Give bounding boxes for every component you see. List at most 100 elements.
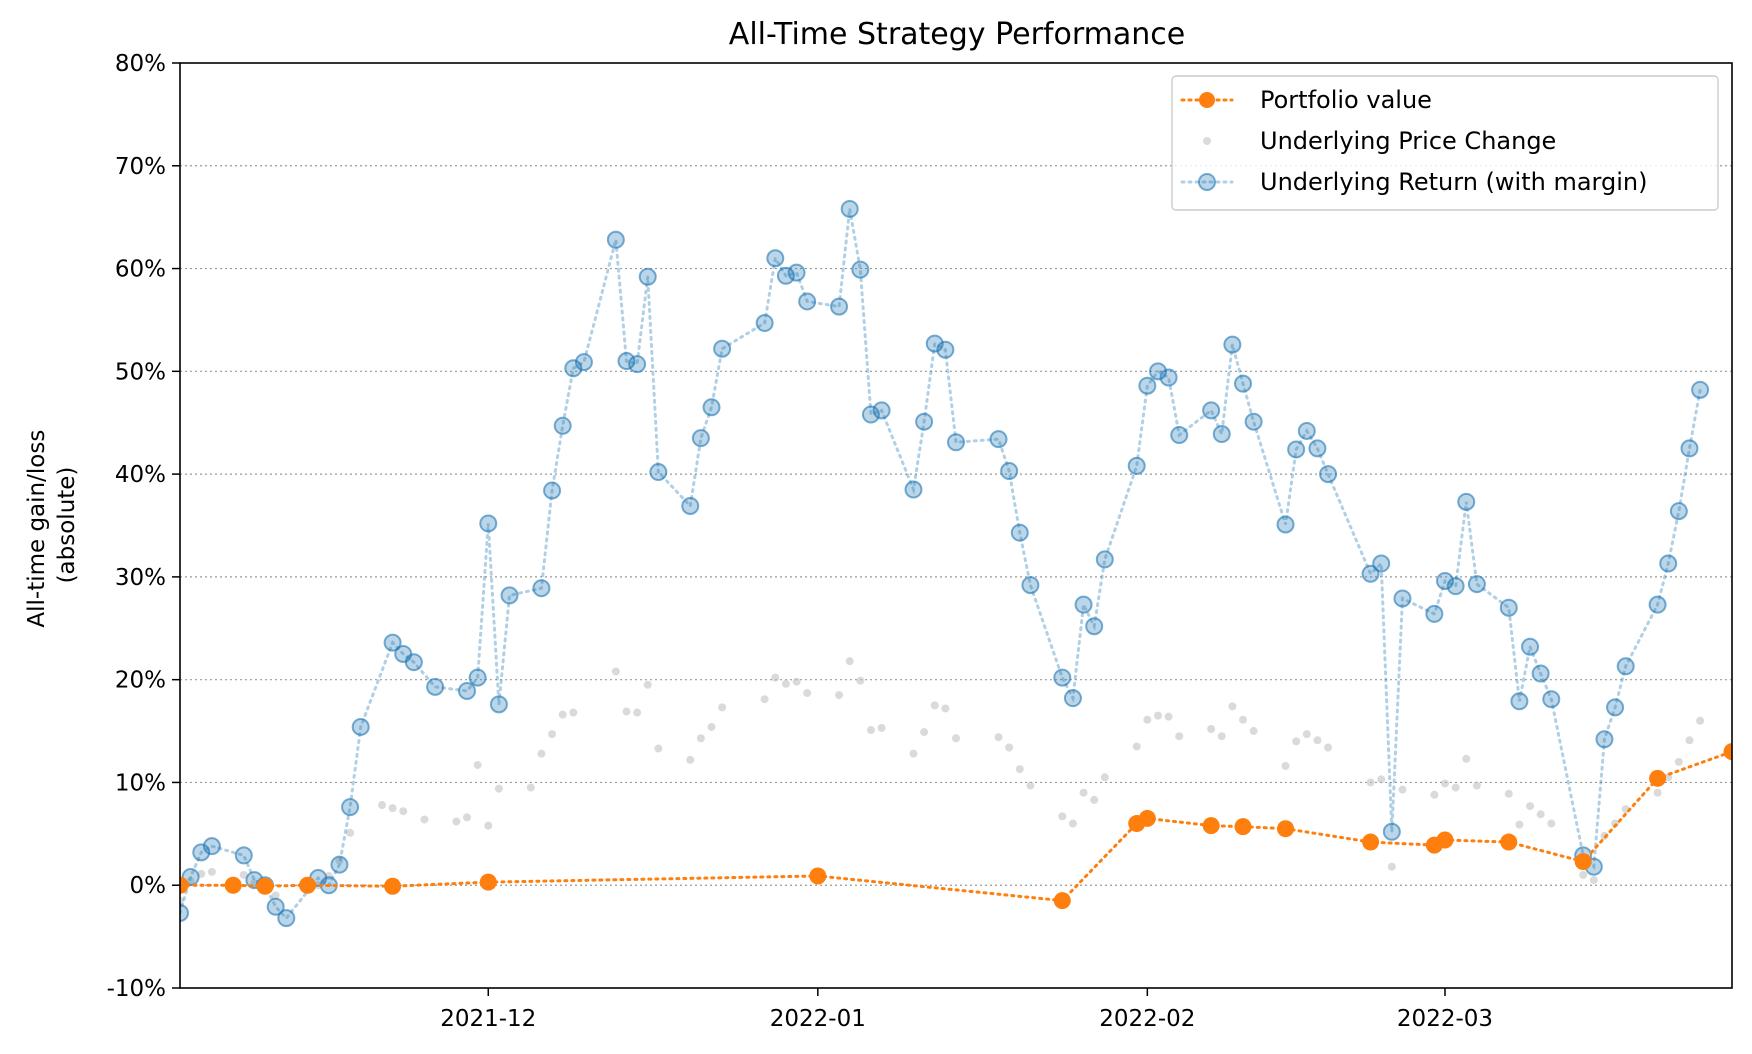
price-change-point (1026, 781, 1035, 790)
grid-lines (180, 165, 1732, 886)
return-point (638, 267, 657, 286)
return-point (1531, 664, 1550, 683)
price-change-point (803, 689, 812, 698)
price-change-point (399, 807, 408, 816)
return-point (1095, 550, 1114, 569)
price-change-point (622, 707, 631, 716)
price-change-point (1589, 876, 1598, 885)
price-change-point (377, 801, 386, 810)
return-point (766, 249, 785, 268)
return-point (532, 579, 551, 598)
price-change-point (494, 784, 503, 793)
return-point (787, 263, 806, 282)
price-change-point (941, 704, 950, 713)
portfolio-point (1234, 818, 1252, 836)
return-point (341, 798, 360, 817)
return-point (915, 412, 934, 431)
return-point (383, 633, 402, 652)
price-change-point (920, 728, 929, 737)
return-point (1148, 362, 1167, 381)
y-tick-label: 80% (115, 51, 166, 77)
return-point (1446, 577, 1465, 596)
price-change-point (654, 744, 663, 753)
return-point (1127, 456, 1146, 475)
return-point (830, 297, 849, 316)
price-change-point (346, 828, 355, 837)
price-change-point (1377, 775, 1386, 784)
portfolio-point (384, 877, 402, 895)
return-point (925, 334, 944, 353)
return-point (1212, 425, 1231, 444)
return-point (1499, 598, 1518, 617)
return-point (1223, 335, 1242, 354)
chart-title: All-Time Strategy Performance (729, 17, 1185, 52)
price-change-point (643, 680, 652, 689)
return-point (1542, 690, 1561, 709)
price-change-point (1696, 716, 1705, 725)
return-point (1138, 376, 1157, 395)
return-point (947, 433, 965, 452)
price-change-point (1398, 785, 1407, 794)
price-change-point (420, 815, 429, 824)
price-change-point (526, 783, 535, 792)
price-change-point (707, 722, 716, 731)
return-point (1308, 439, 1327, 458)
portfolio-point (809, 867, 827, 885)
return-point (192, 843, 211, 862)
return-point (776, 266, 795, 285)
price-change-point (452, 817, 461, 826)
return-point (1382, 822, 1401, 841)
price-change-point (473, 760, 482, 769)
price-change-point (792, 677, 801, 686)
series-underlying-return (180, 199, 1710, 928)
price-change-point (1090, 795, 1099, 804)
legend-entry-underlying-return: Underlying Return (with margin) (1180, 168, 1647, 196)
return-point (500, 586, 519, 605)
return-point (404, 653, 423, 672)
price-change-point (186, 877, 195, 886)
price-change-point (484, 821, 493, 830)
return-point (936, 340, 955, 359)
price-change-point (1313, 736, 1322, 745)
return-point (1425, 604, 1444, 623)
return-point (543, 481, 562, 500)
price-change-point (718, 703, 727, 712)
price-change-point (335, 856, 344, 865)
price-change-point (1239, 715, 1248, 724)
return-point (628, 355, 647, 374)
portfolio-point (1138, 809, 1156, 827)
return-point (564, 359, 583, 378)
price-change-point (909, 749, 918, 758)
price-change-point (271, 891, 280, 900)
return-point (266, 897, 285, 916)
price-change-point (1015, 765, 1024, 774)
return-point (989, 430, 1008, 449)
return-point (702, 398, 721, 417)
y-tick-label: 0% (130, 873, 167, 899)
return-point (649, 463, 668, 482)
y-tick-label: 40% (115, 462, 166, 488)
portfolio-point (1500, 833, 1518, 851)
return-point (1521, 637, 1540, 656)
return-point (1510, 692, 1529, 711)
price-change-point (1653, 788, 1662, 797)
return-point (1393, 589, 1412, 608)
price-change-point (207, 867, 216, 876)
y-axis: -10% 0% 10% 20% 30% 40% 50% 60% 70% 80% (107, 51, 180, 1002)
portfolio-point (180, 876, 189, 894)
return-point (1435, 572, 1454, 590)
price-change-point (994, 733, 1003, 742)
price-change-point (835, 691, 844, 700)
price-change-point (239, 870, 248, 879)
price-change-point (686, 755, 695, 764)
y-tick-label: 60% (115, 257, 166, 283)
price-change-point (1515, 820, 1524, 829)
price-change-point (388, 804, 397, 813)
price-change-point (696, 734, 705, 743)
return-point (234, 846, 253, 865)
plot-frame (179, 62, 1733, 989)
legend-label-portfolio-value: Portfolio value (1260, 86, 1432, 114)
return-point (1372, 554, 1391, 573)
price-change-point (1472, 781, 1481, 790)
return-point (1606, 698, 1625, 717)
